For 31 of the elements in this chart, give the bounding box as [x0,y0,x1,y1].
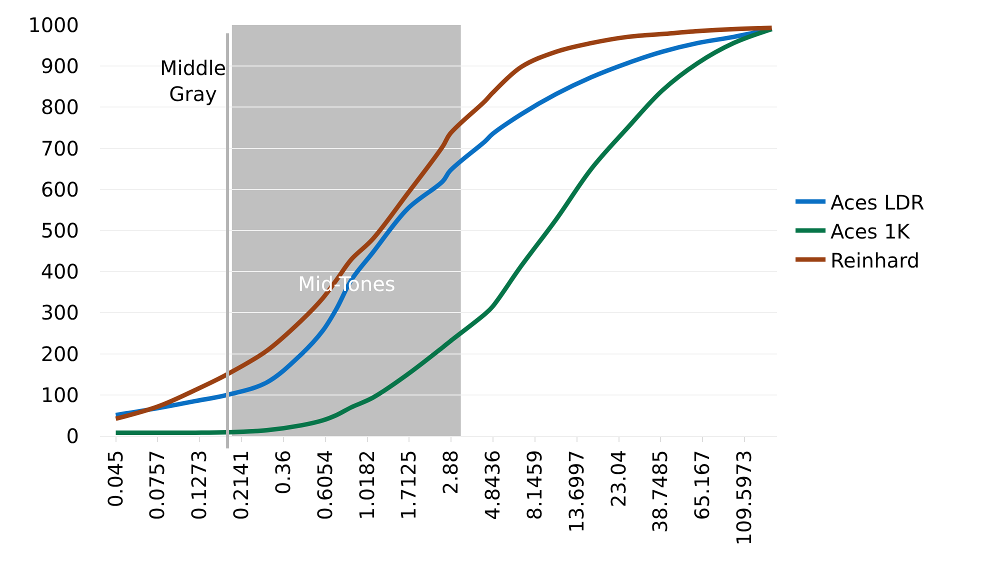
x-tick-label: 8.1459 [522,450,546,520]
y-tick-label: 100 [40,382,79,407]
x-tick-label: 109.5973 [732,450,756,546]
legend-label: Aces 1K [830,219,911,244]
x-tick-label: 0.36 [270,450,295,495]
y-tick-label: 1000 [28,13,79,37]
ref-line-label: Middle Gray [160,56,226,106]
y-tick-label: 0 [66,424,79,448]
x-tick-label: 1.7125 [396,450,421,520]
legend-label: Reinhard [830,248,920,272]
x-tick-label: 38.7485 [648,450,672,533]
y-tick-label: 700 [40,136,79,160]
legend-label: Aces LDR [830,190,924,214]
y-tick-label: 200 [40,342,79,366]
x-tick-label: 0.6054 [312,450,337,520]
y-tick-label: 900 [40,54,79,78]
x-tick-label: 13.6997 [564,450,588,533]
x-tick-label: 23.04 [606,450,630,508]
y-tick-label: 400 [40,260,79,284]
x-tick-label: 1.0182 [354,450,379,520]
y-tick-label: 600 [40,177,79,202]
y-tick-label: 500 [40,218,79,242]
y-tick-label: 300 [40,300,79,325]
x-tick-label: 0.2141 [229,450,254,520]
x-tick-label: 2.88 [438,450,463,495]
y-tick-label: 800 [40,95,79,120]
x-tick-label: 65.167 [690,450,714,520]
x-tick-label: 0.045 [103,450,128,508]
x-tick-label: 4.8436 [480,450,505,520]
x-tick-label: 0.1273 [187,450,212,520]
x-tick-label: 0.0757 [145,450,170,520]
